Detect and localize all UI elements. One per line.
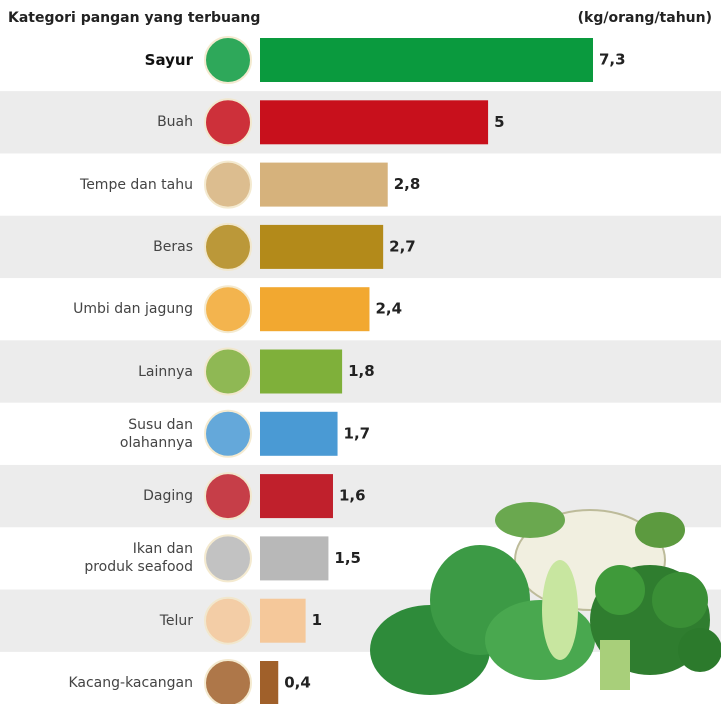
category-label: Ikan dan produk seafood — [84, 541, 193, 576]
bar — [260, 100, 489, 145]
category-label: Daging — [143, 488, 193, 505]
row-band — [0, 340, 721, 403]
bar — [260, 536, 329, 581]
category-icon — [204, 160, 252, 209]
bar — [260, 224, 384, 269]
value-label: 1,8 — [348, 362, 375, 380]
category-label: Kacang-kacangan — [68, 675, 193, 691]
value-label: 2,4 — [375, 300, 402, 318]
value-label: 2,7 — [389, 237, 416, 255]
category-label: Beras — [153, 238, 193, 255]
category-icon — [204, 534, 252, 583]
category-icon — [204, 659, 252, 704]
category-label: Sayur — [144, 51, 193, 69]
bar — [260, 411, 338, 456]
value-label: 2,8 — [394, 175, 421, 193]
category-icon — [204, 285, 252, 334]
bar — [260, 349, 343, 394]
value-label: 1,7 — [344, 424, 371, 442]
bar — [260, 287, 370, 332]
category-icon — [204, 347, 252, 396]
category-icon — [204, 409, 252, 458]
category-icon — [204, 472, 252, 521]
value-label: 1 — [312, 611, 322, 629]
category-icon — [204, 98, 252, 147]
category-label: Buah — [157, 114, 193, 131]
category-label: Lainnya — [138, 363, 193, 380]
category-label: Telur — [159, 612, 193, 629]
value-label: 5 — [494, 113, 504, 131]
value-label: 0,4 — [284, 674, 311, 692]
bar — [260, 661, 279, 704]
value-label: 1,5 — [334, 549, 361, 567]
category-label: Tempe dan tahu — [80, 176, 193, 193]
unit-label: (kg/orang/tahun) — [578, 10, 712, 26]
category-icon — [204, 222, 252, 271]
category-label: Susu dan olahannya — [119, 416, 193, 451]
category-icon — [204, 596, 252, 645]
chart-title: Kategori pangan yang terbuang — [8, 10, 260, 26]
bar — [260, 38, 593, 82]
bar — [260, 474, 333, 519]
bar — [260, 598, 306, 643]
value-label: 1,6 — [339, 487, 366, 505]
category-label: Umbi dan jagung — [73, 301, 193, 318]
value-label: 7,3 — [599, 51, 626, 69]
category-icon — [204, 36, 252, 84]
bar — [260, 162, 388, 207]
